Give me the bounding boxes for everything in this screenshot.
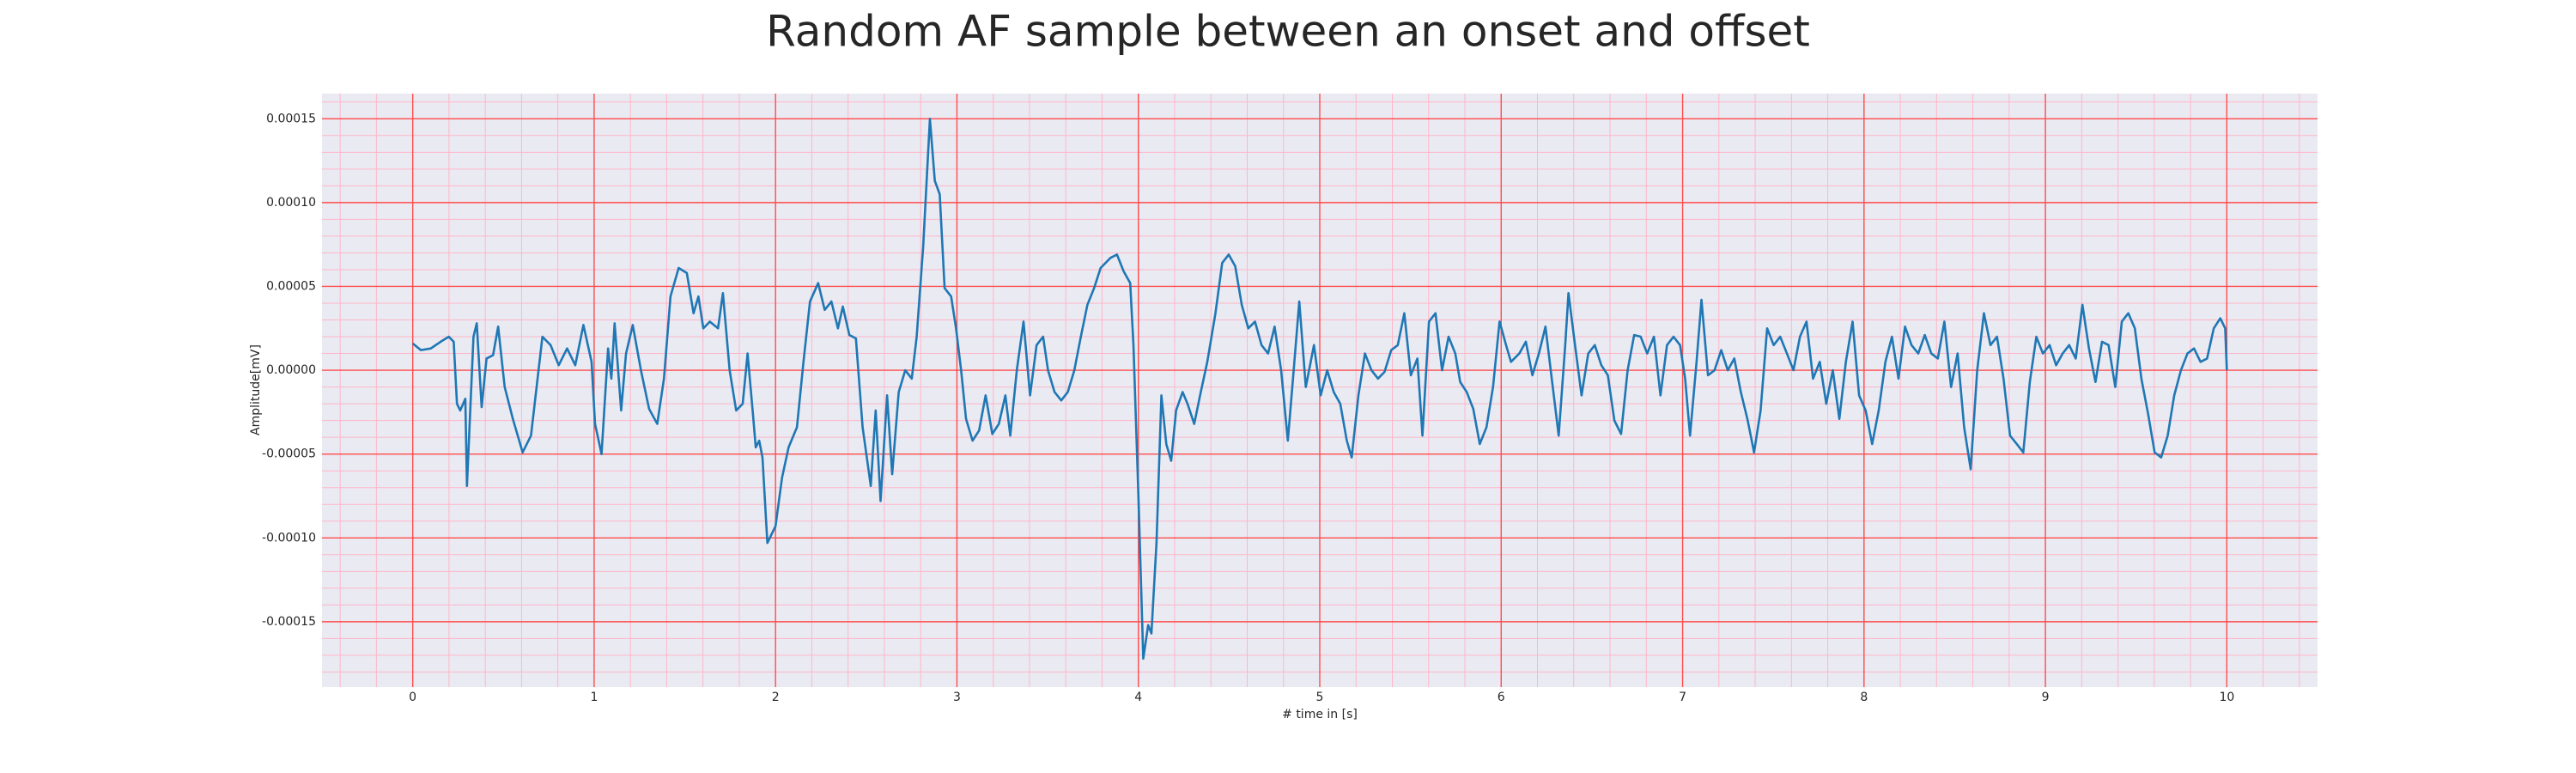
chart-title: Random AF sample between an onset and of… [766, 7, 1810, 57]
x-tick-label: 2 [772, 691, 780, 704]
tick-labels: 0 1 2 3 4 5 6 7 8 9 10 -0.00015 -0.00010 -0.00005 0.00… [262, 112, 2234, 704]
data-lines [411, 117, 2228, 660]
x-tick-label: 0 [409, 691, 416, 704]
y-tick-label: 0.00000 [266, 363, 316, 377]
y-axis-label: Amplitude[mV] [249, 344, 263, 435]
x-tick-label: 1 [590, 691, 598, 704]
x-tick-label: 4 [1134, 691, 1142, 704]
x-tick-label: 7 [1679, 691, 1686, 704]
y-tick-label: 0.00010 [266, 196, 316, 210]
y-tick-label: 0.00005 [266, 279, 316, 293]
y-tick-label: -0.00010 [262, 531, 316, 545]
y-tick-label: -0.00005 [262, 447, 316, 461]
x-tick-label: 5 [1316, 691, 1324, 704]
x-tick-label: 6 [1498, 691, 1505, 704]
x-axis-label: # time in [s] [1282, 708, 1358, 721]
major-grid [322, 94, 2318, 687]
x-tick-label: 3 [953, 691, 961, 704]
x-tick-label: 9 [2042, 691, 2050, 704]
x-tick-label: 8 [1860, 691, 1868, 704]
y-tick-label: -0.00015 [262, 615, 316, 629]
x-tick-label: 10 [2219, 691, 2234, 704]
signal-line [411, 117, 2228, 660]
y-tick-label: 0.00015 [266, 112, 316, 125]
